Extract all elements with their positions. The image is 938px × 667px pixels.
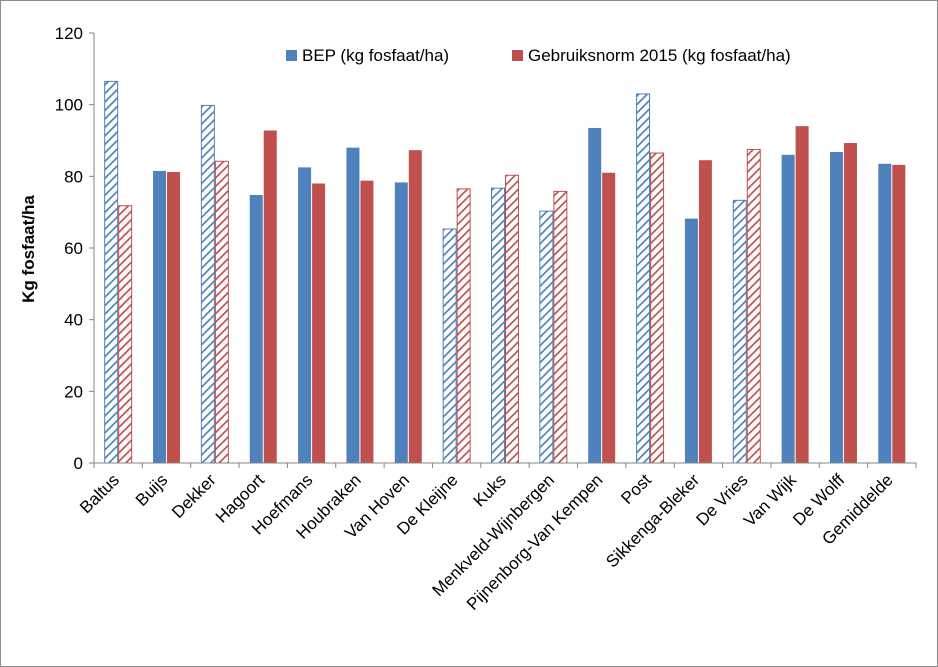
bar-gebruiksnorm [892, 164, 906, 463]
bar-gebruiksnorm [408, 150, 422, 464]
y-tick-label: 120 [55, 24, 83, 43]
bar-bep [539, 210, 554, 464]
bar-bep [104, 80, 119, 464]
bar-gebruiksnorm [263, 130, 277, 463]
y-tick-label: 0 [74, 454, 83, 473]
bar-gebruiksnorm [746, 148, 761, 464]
bar-bep [153, 170, 167, 464]
bar-series [104, 80, 906, 464]
bar-gebruiksnorm [843, 143, 857, 463]
bar-gebruiksnorm [698, 160, 712, 464]
bar-gebruiksnorm [553, 190, 568, 464]
bar-gebruiksnorm [505, 174, 519, 464]
bar-bep [781, 154, 795, 464]
y-tick-label: 60 [64, 239, 83, 258]
bar-bep [829, 151, 843, 463]
legend: BEP (kg fosfaat/ha) Gebruiksnorm 2015 (k… [286, 46, 791, 65]
legend-label-gebruiksnorm: Gebruiksnorm 2015 (kg fosfaat/ha) [528, 46, 791, 65]
bar-bep [249, 194, 263, 463]
bar-gebruiksnorm [360, 180, 374, 463]
x-tick-label: Buijs [132, 470, 171, 509]
bar-gebruiksnorm [602, 172, 616, 463]
bar-bep [298, 167, 312, 463]
bar-bep [684, 218, 698, 463]
bar-gebruiksnorm [795, 126, 809, 464]
x-tick-label: Post [617, 470, 655, 508]
bar-gebruiksnorm [456, 188, 471, 464]
bar-gebruiksnorm [167, 172, 181, 464]
bar-gebruiksnorm [650, 152, 665, 464]
bar-bep [394, 182, 408, 464]
x-tick-label: Kuks [470, 470, 510, 510]
y-axis-label: Kg fosfaat/ha [19, 195, 38, 303]
x-axis: Baltus BuijsDekkerHagoortHoefmansHoubrake… [76, 462, 917, 614]
bar-bep [200, 104, 215, 464]
bar-gebruiksnorm [214, 160, 229, 464]
y-tick-label: 80 [64, 167, 83, 186]
bar-gebruiksnorm [118, 205, 133, 464]
bar-bep [636, 93, 651, 464]
bar-bep [346, 147, 360, 463]
y-tick-label: 100 [55, 96, 83, 115]
bar-bep [732, 199, 747, 464]
bar-bep [442, 228, 457, 464]
bar-bep [588, 127, 602, 463]
y-axis: 0 20 40 60 80 100 120 [55, 24, 95, 473]
legend-label-bep: BEP (kg fosfaat/ha) [302, 46, 449, 65]
x-tick-label: Van Wijk [740, 470, 800, 530]
bar-gebruiksnorm [312, 183, 326, 463]
legend-swatch-bep [286, 50, 297, 61]
bar-bep [878, 163, 892, 463]
y-tick-label: 40 [64, 311, 83, 330]
bar-bep [491, 187, 505, 464]
x-tick-label: Baltus [76, 470, 123, 517]
legend-swatch-gebruiksnorm [512, 50, 523, 61]
y-tick-label: 20 [64, 382, 83, 401]
